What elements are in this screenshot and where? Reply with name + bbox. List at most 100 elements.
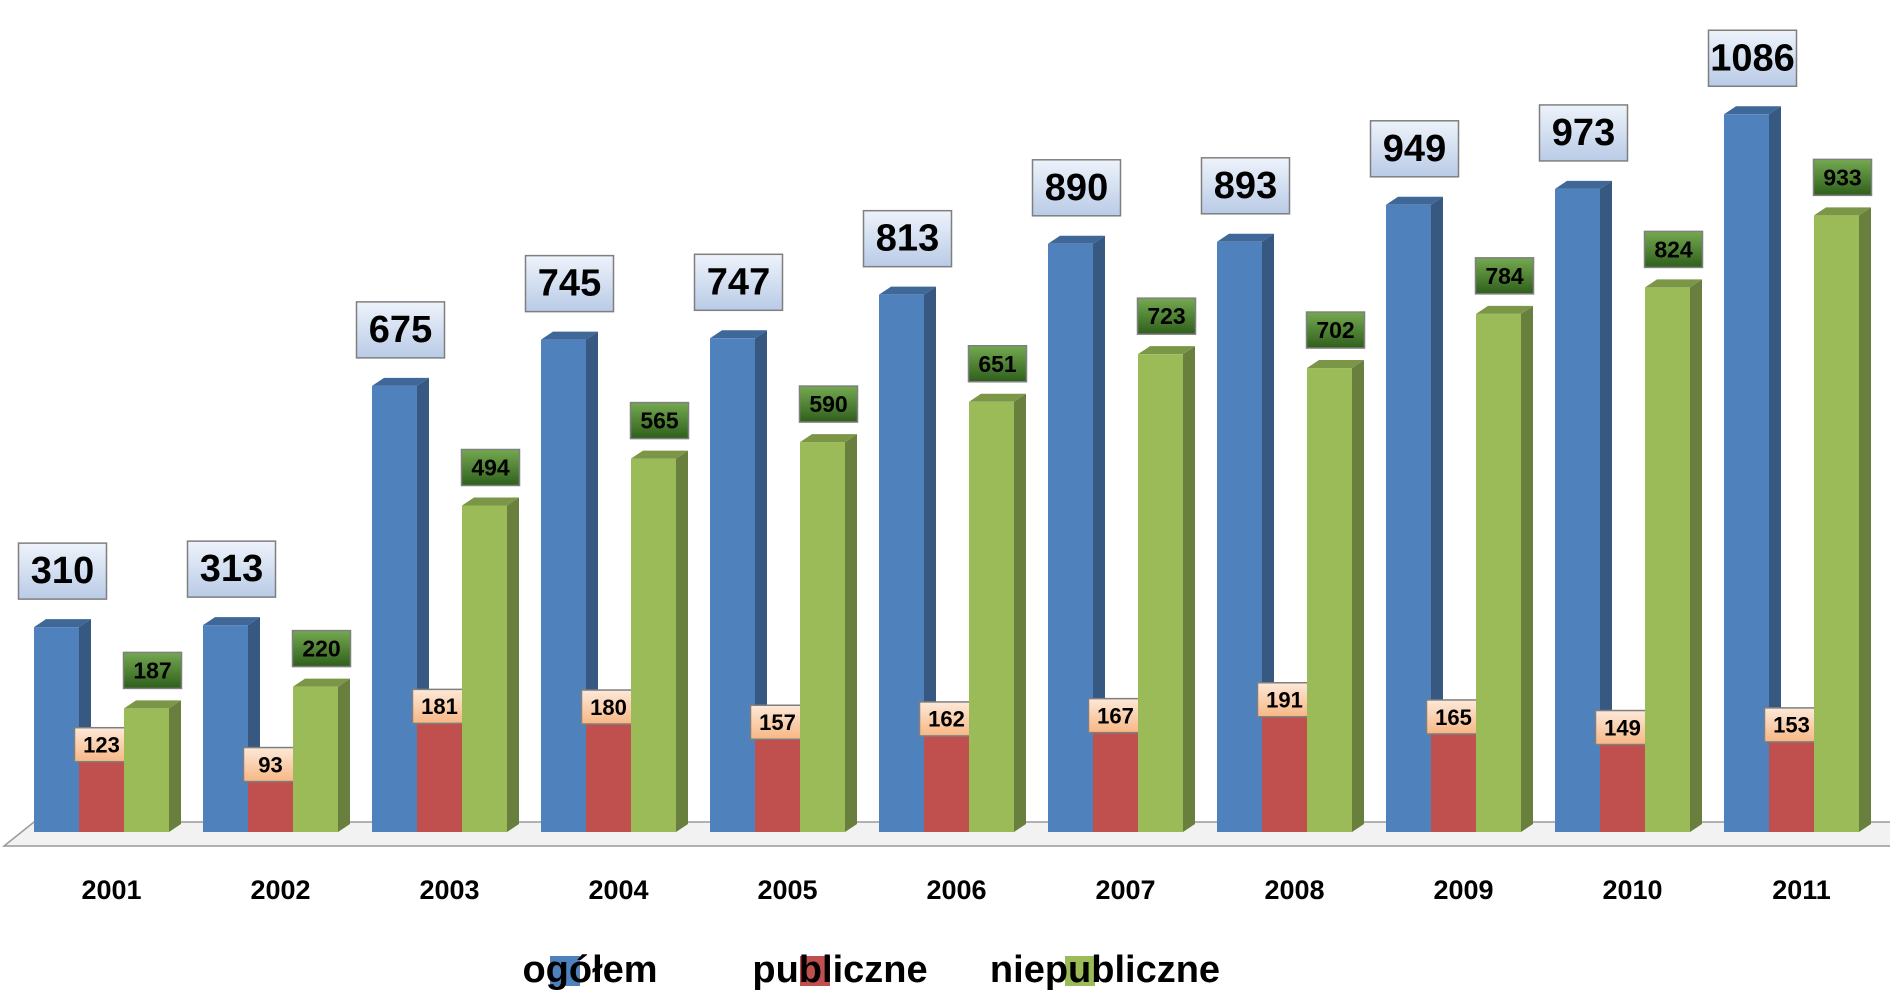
- bar-top: [1476, 305, 1533, 314]
- legend-swatch: [1065, 956, 1095, 986]
- bar-front: [203, 625, 248, 832]
- data-label-box: [1305, 311, 1366, 349]
- bar-top: [372, 377, 429, 386]
- data-label-box: [1087, 697, 1144, 734]
- data-label-box: [693, 253, 784, 312]
- data-label: 187: [133, 657, 171, 683]
- bar-front: [924, 724, 969, 832]
- bar-side: [1431, 196, 1443, 833]
- bar-top: [1645, 279, 1702, 288]
- bar: [1386, 196, 1443, 833]
- data-label: 745: [538, 263, 601, 305]
- bar-top: [34, 619, 91, 628]
- x-tick-label: 2008: [1264, 875, 1324, 905]
- bar-top: [631, 450, 688, 459]
- bar-front: [1645, 287, 1690, 833]
- data-label-box: [862, 209, 953, 268]
- bar: [1555, 180, 1612, 833]
- bar-front: [1048, 243, 1093, 833]
- bar-top: [124, 700, 181, 709]
- data-label-box: [798, 385, 859, 423]
- data-label-box: [1425, 699, 1482, 735]
- bar-top: [1048, 235, 1105, 244]
- data-label-box: [1200, 157, 1291, 215]
- data-label-box: [967, 344, 1028, 383]
- bar-side: [169, 700, 181, 832]
- bar-front: [1307, 368, 1352, 832]
- data-label: 933: [1823, 164, 1861, 190]
- data-label-box: [1474, 257, 1535, 295]
- bar-front: [1724, 114, 1769, 832]
- bar-top: [1724, 106, 1781, 115]
- data-label-box: [1643, 230, 1704, 269]
- data-label: 565: [640, 408, 679, 434]
- data-label: 973: [1552, 112, 1615, 154]
- data-label: 747: [707, 261, 770, 303]
- data-label: 191: [1266, 688, 1303, 713]
- data-label-box: [629, 401, 690, 440]
- data-label: 890: [1045, 167, 1108, 209]
- bar-top: [1217, 233, 1274, 242]
- data-label-box: [291, 629, 352, 668]
- data-label-box: [122, 651, 183, 690]
- bar: [293, 678, 350, 832]
- data-label: 310: [31, 550, 94, 592]
- bar-top: [462, 497, 519, 506]
- bar-front: [710, 338, 755, 832]
- x-tick-label: 2005: [757, 875, 817, 905]
- bar-front: [1555, 188, 1600, 833]
- bar: [1814, 207, 1871, 832]
- x-tick-label: 2009: [1433, 875, 1493, 905]
- x-tick-label: 2001: [81, 875, 141, 905]
- data-label: 590: [809, 391, 847, 417]
- bar: [631, 450, 688, 832]
- data-label-box: [1812, 158, 1873, 197]
- legend-swatch: [800, 956, 830, 986]
- data-label-box: [1707, 29, 1798, 88]
- bar-front: [631, 458, 676, 832]
- bar: [1645, 279, 1702, 833]
- x-tick-label: 2003: [419, 875, 479, 905]
- x-tick-label: 2007: [1095, 875, 1155, 905]
- bar-front: [1814, 215, 1859, 832]
- data-label: 893: [1214, 165, 1277, 207]
- data-label: 813: [876, 218, 939, 260]
- bar-top: [541, 331, 598, 340]
- bar-front: [586, 713, 631, 832]
- bar-front: [1431, 722, 1476, 832]
- bar-side: [1014, 393, 1026, 832]
- x-tick-label: 2002: [250, 875, 310, 905]
- bar: [1307, 360, 1364, 832]
- data-label-box: [460, 448, 521, 487]
- data-label: 313: [200, 548, 263, 590]
- bar-front: [1476, 313, 1521, 832]
- data-label: 702: [1316, 317, 1354, 343]
- bar-front: [372, 385, 417, 832]
- data-label-box: [524, 254, 615, 313]
- bar-top: [800, 434, 857, 443]
- legend-label: publiczne: [752, 949, 927, 991]
- bar: [203, 617, 260, 832]
- bar-front: [969, 401, 1014, 832]
- bar-front: [800, 442, 845, 832]
- data-label-box: [411, 688, 468, 725]
- bar-side: [845, 434, 857, 832]
- bar-front: [1386, 204, 1431, 833]
- bar: [1048, 235, 1105, 833]
- data-label-box: [580, 689, 637, 725]
- data-label: 651: [978, 351, 1017, 377]
- bar: [1724, 106, 1781, 832]
- data-label-box: [1594, 709, 1651, 746]
- bar-front: [417, 712, 462, 832]
- bar: [1476, 305, 1533, 832]
- bar-front: [1093, 721, 1138, 832]
- bar-side: [1769, 106, 1781, 832]
- bar-top: [1138, 346, 1195, 355]
- bar-front: [1138, 354, 1183, 832]
- x-tick-label: 2006: [926, 875, 986, 905]
- bar: [710, 330, 767, 832]
- bar: [1138, 346, 1195, 832]
- x-tick-label: 2011: [1772, 875, 1831, 905]
- data-label-box: [1538, 104, 1629, 162]
